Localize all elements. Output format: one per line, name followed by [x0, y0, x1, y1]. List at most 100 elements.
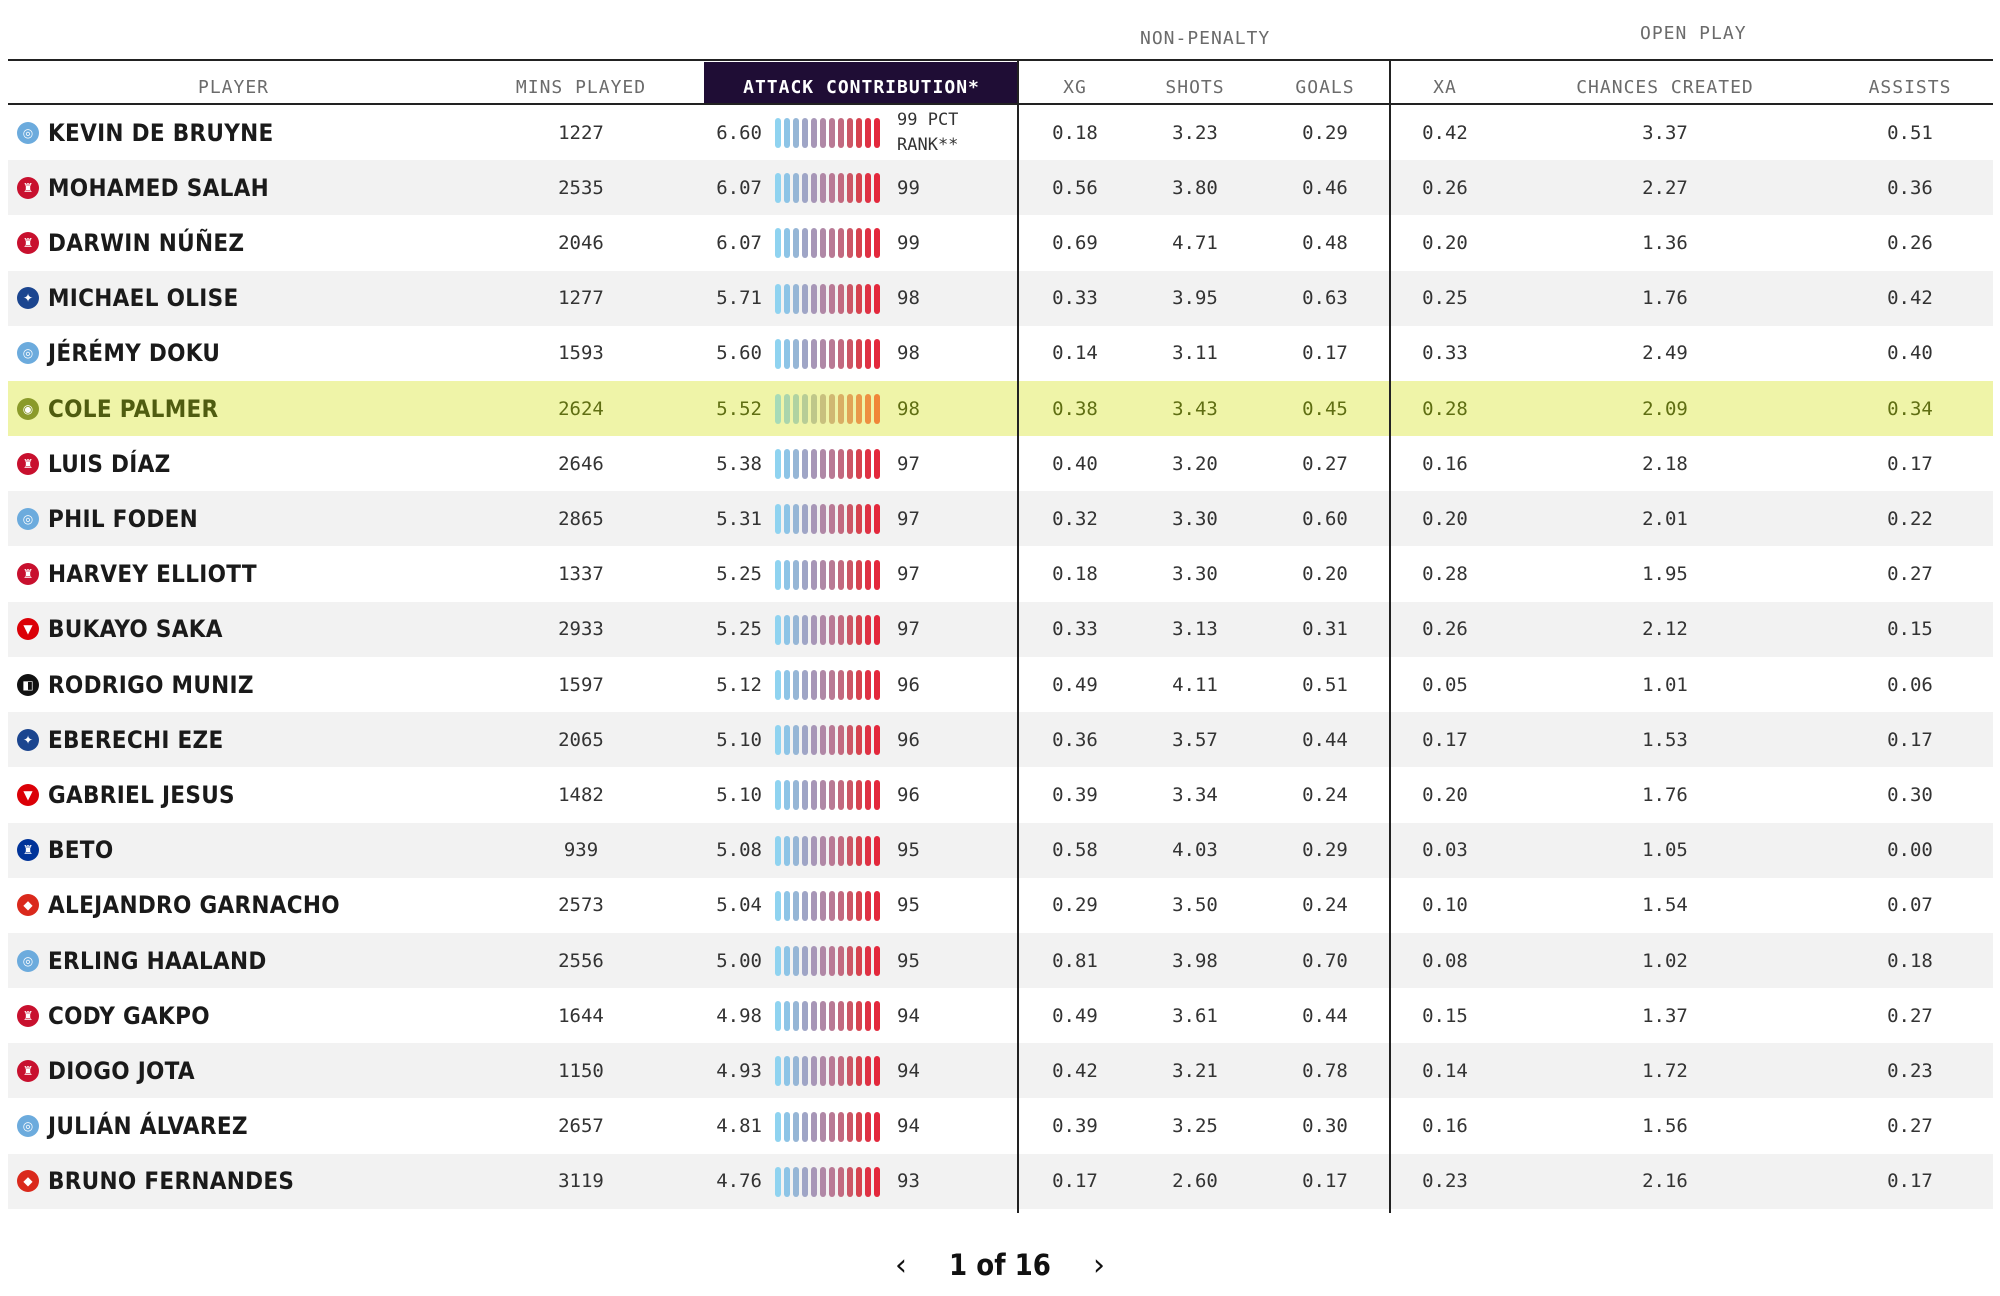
table-row[interactable]: ◎ PHIL FODEN 2865 0.32 3.30 0.60 0.20 2.01 0.22 5…: [8, 491, 1993, 547]
percentile-bar: [865, 1056, 871, 1087]
xa-cell: 0.42: [1422, 121, 1468, 144]
col-header-player[interactable]: PLAYER: [197, 77, 270, 98]
header-top-rule: [8, 59, 1993, 61]
percentile-bar: [802, 1001, 808, 1032]
percentile-bar: [811, 504, 817, 535]
percentile-bar: [820, 725, 826, 756]
percentile-bar: [793, 504, 799, 535]
percentile-bar: [793, 338, 799, 369]
chances-created-cell: 1.72: [1642, 1059, 1688, 1082]
goals-cell: 0.17: [1302, 1170, 1348, 1193]
table-row[interactable]: ◧ RODRIGO MUNIZ 1597 0.49 4.11 0.51 0.05 1.01 0.…: [8, 657, 1993, 712]
prev-page-button[interactable]: ‹: [895, 1247, 908, 1283]
chances-created-cell: 1.05: [1642, 839, 1688, 862]
xg-cell: 0.49: [1052, 673, 1098, 696]
chances-created-cell: 1.56: [1642, 1115, 1688, 1138]
percentile-bar: [847, 283, 853, 314]
percentile-bar: [784, 449, 790, 480]
table-row[interactable]: ◆ BRUNO FERNANDES 3119 0.17 2.60 0.17 0.23 2.16…: [8, 1153, 1993, 1209]
percentile-bar: [874, 118, 880, 148]
table-row[interactable]: ✦ EBERECHI EZE 2065 0.36 3.57 0.44 0.17 1.53 0.1…: [8, 712, 1993, 768]
table-row[interactable]: ♜ DARWIN NÚÑEZ 2046 0.69 4.71 0.48 0.20 1.36 0.2…: [8, 215, 1993, 270]
table-row[interactable]: ♜ BETO 939 0.58 4.03 0.29 0.03 1.05 0.00 5.08 95: [8, 822, 1993, 878]
percentile-bar: [829, 504, 835, 535]
percentile-bar: [865, 394, 871, 424]
mins-played-cell: 3119: [558, 1170, 604, 1193]
percentile-bar: [856, 283, 862, 314]
table-row[interactable]: ✦ MICHAEL OLISE 1277 0.33 3.95 0.63 0.25 1.76 0.…: [8, 270, 1993, 326]
col-header-shots[interactable]: SHOTS: [1165, 77, 1225, 98]
xa-cell: 0.16: [1422, 452, 1468, 475]
percentile-bar: [865, 1166, 871, 1197]
percentile-bar: [838, 835, 844, 866]
xg-cell: 0.38: [1052, 397, 1098, 420]
table-row[interactable]: ♜ DIOGO JOTA 1150 0.42 3.21 0.78 0.14 1.72 0.23 4…: [8, 1043, 1993, 1099]
goals-cell: 0.44: [1302, 728, 1348, 751]
mins-played-cell: 2065: [558, 728, 604, 751]
percentile-bar: [838, 670, 844, 700]
percentile-bar: [775, 614, 781, 645]
next-page-button[interactable]: ›: [1092, 1247, 1105, 1283]
percentile-bar: [811, 118, 817, 148]
attack-contribution-bars: [775, 449, 880, 480]
attack-contribution-value: 4.81: [716, 1115, 762, 1138]
attack-contribution-bars: [775, 780, 880, 811]
percentile-bar: [865, 228, 871, 259]
assists-cell: 0.26: [1887, 231, 1933, 254]
table-row[interactable]: ◆ ALEJANDRO GARNACHO 2573 0.29 3.50 0.24 0.10 1…: [8, 878, 1993, 933]
table-row[interactable]: ▼ GABRIEL JESUS 1482 0.39 3.34 0.24 0.20 1.76 0.…: [8, 767, 1993, 822]
percentile-bar: [856, 338, 862, 369]
percentile-bar: [775, 283, 781, 314]
divider-nonpenalty-openplay: [1389, 59, 1391, 1213]
table-row[interactable]: ♜ LUIS DÍAZ 2646 0.40 3.20 0.27 0.16 2.18 0.17 5.…: [8, 436, 1993, 491]
shots-cell: 3.20: [1172, 452, 1218, 475]
percentile-bar: [811, 780, 817, 811]
percentile-bar: [775, 338, 781, 369]
player-cell: ✦ EBERECHI EZE: [17, 712, 224, 767]
table-row[interactable]: ◎ KEVIN DE BRUYNE 1227 0.18 3.23 0.29 0.42 3.37…: [8, 105, 1993, 160]
table-row[interactable]: ◎ ERLING HAALAND 2556 0.81 3.98 0.70 0.08 1.02 0…: [8, 933, 1993, 988]
percentile-bar: [838, 614, 844, 645]
percentile-rank: 95: [897, 839, 920, 862]
player-name: ALEJANDRO GARNACHO: [48, 891, 340, 920]
percentile-bar: [829, 725, 835, 756]
table-row[interactable]: ▼ BUKAYO SAKA 2933 0.33 3.13 0.31 0.26 2.12 0.15…: [8, 601, 1993, 657]
col-header-mins-played[interactable]: MINS PLAYED: [515, 77, 647, 98]
col-header-xa[interactable]: XA: [1433, 77, 1457, 98]
percentile-bar: [820, 835, 826, 866]
col-header-goals[interactable]: GOALS: [1295, 77, 1355, 98]
table-row[interactable]: ◉ COLE PALMER 2624 0.38 3.43 0.45 0.28 2.09 0.34…: [8, 381, 1993, 436]
percentile-bar: [847, 449, 853, 480]
player-name: LUIS DÍAZ: [48, 449, 171, 478]
col-header-xg[interactable]: XG: [1063, 77, 1087, 98]
col-header-attack-contribution[interactable]: ATTACK CONTRIBUTION*: [704, 62, 1019, 104]
xa-cell: 0.20: [1422, 507, 1468, 530]
percentile-bar: [856, 835, 862, 866]
percentile-bar: [811, 1111, 817, 1142]
goals-cell: 0.46: [1302, 176, 1348, 199]
percentile-bar: [838, 504, 844, 535]
percentile-bar: [838, 890, 844, 921]
man-united-crest-icon: ◆: [17, 894, 39, 917]
col-header-assists[interactable]: ASSISTS: [1868, 77, 1952, 98]
percentile-bar: [829, 1166, 835, 1197]
man-city-crest-icon: ◎: [17, 1115, 39, 1138]
percentile-bar: [802, 890, 808, 921]
percentile-bar: [784, 670, 790, 700]
percentile-rank: 96: [897, 783, 920, 806]
table-row[interactable]: ♜ MOHAMED SALAH 2535 0.56 3.80 0.46 0.26 2.27 0.…: [8, 160, 1993, 216]
table-row[interactable]: ♜ HARVEY ELLIOTT 1337 0.18 3.30 0.20 0.28 1.95 0…: [8, 547, 1993, 602]
goals-cell: 0.63: [1302, 287, 1348, 310]
player-name: KEVIN DE BRUYNE: [48, 118, 274, 147]
liverpool-crest-icon: ♜: [17, 231, 39, 254]
chances-created-cell: 3.37: [1642, 121, 1688, 144]
table-row[interactable]: ◎ JULIÁN ÁLVAREZ 2657 0.39 3.25 0.30 0.16 1.56 0…: [8, 1099, 1993, 1154]
group-header-open-play: OPEN PLAY: [1640, 23, 1747, 44]
col-header-chances-created[interactable]: CHANCES CREATED: [1576, 77, 1754, 98]
goals-cell: 0.30: [1302, 1115, 1348, 1138]
percentile-bar: [793, 670, 799, 700]
table-row[interactable]: ♜ CODY GAKPO 1644 0.49 3.61 0.44 0.15 1.37 0.27 4…: [8, 988, 1993, 1043]
percentile-bar: [829, 283, 835, 314]
attack-contribution-bars: [775, 394, 880, 424]
table-row[interactable]: ◎ JÉRÉMY DOKU 1593 0.14 3.11 0.17 0.33 2.49 0.40…: [8, 326, 1993, 381]
